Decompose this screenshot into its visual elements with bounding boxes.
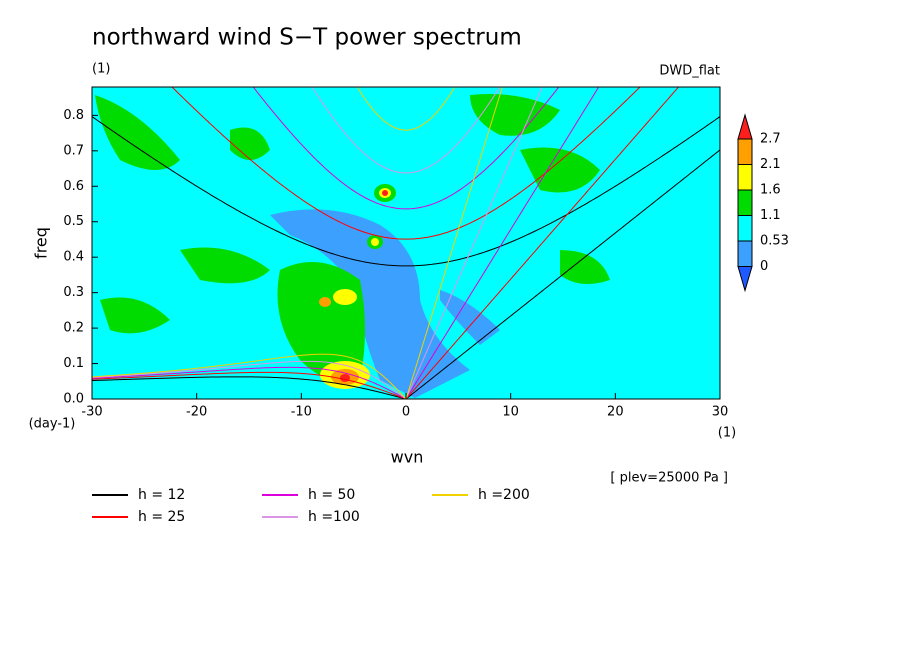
annotation: [ plev=25000 Pa ] (610, 471, 728, 486)
x-tick-label: -20 (186, 405, 207, 420)
legend-label: h = 12 (138, 487, 185, 503)
colorbar-segment (737, 189, 753, 216)
y-tick-label: 0.1 (63, 356, 84, 371)
kelvin-curve (405, 87, 680, 399)
legend-label: h = 25 (138, 509, 185, 525)
colorbar-label: 1.6 (760, 183, 781, 198)
dispersion-curves (92, 87, 720, 399)
contour-patch (230, 127, 270, 160)
legend-label: h = 50 (308, 487, 355, 503)
colorbar-label: 1.1 (760, 208, 781, 223)
y-tick-label: 0.0 (63, 392, 84, 407)
legend-label: h =200 (478, 487, 530, 503)
gravity-curve (92, 116, 720, 267)
colorbar-label: 2.1 (760, 157, 781, 172)
contour-patch (180, 247, 270, 284)
colorbar-segment (737, 138, 753, 165)
contour-patch (560, 250, 610, 284)
y-tick-label: 0.2 (63, 321, 84, 336)
contour-patch (340, 374, 350, 382)
x-tick-label: 30 (712, 405, 729, 420)
x-axis-label: wvn (391, 448, 424, 467)
colorbar-triangle (737, 113, 753, 140)
gravity-curve (252, 87, 560, 210)
chart-title: northward wind S−T power spectrum (92, 25, 522, 51)
y-tick-label: 0.5 (63, 214, 84, 229)
colorbar-segment (737, 164, 753, 191)
y-tick-label: 0.8 (63, 108, 84, 123)
contour-patch (319, 297, 331, 307)
x-unit: (1) (718, 426, 736, 441)
colorbar-segment (737, 240, 753, 267)
gravity-curve (311, 87, 501, 174)
contour-patch (440, 290, 500, 345)
subtitle: (1) (92, 62, 110, 77)
x-tick-label: 10 (502, 405, 519, 420)
contour-field (92, 87, 720, 399)
contour-patch (95, 95, 180, 170)
x-tick-label: 20 (607, 405, 624, 420)
colorbar-label: 2.7 (760, 132, 781, 147)
kelvin-curve (405, 87, 543, 399)
colorbar-label: 0 (760, 259, 768, 274)
rossby-curve (92, 360, 407, 399)
gravity-curve (171, 87, 641, 240)
colorbar-segment (737, 215, 753, 242)
colorbar-triangle (737, 266, 753, 293)
x-tick-label: -10 (291, 405, 312, 420)
contour-patch (371, 238, 379, 246)
y-axis-label: freq (32, 227, 51, 259)
y-tick-label: 0.3 (63, 285, 84, 300)
contour-patch (333, 289, 357, 305)
y-tick-label: 0.4 (63, 250, 84, 265)
legend-label: h =100 (308, 509, 360, 525)
rossby-curve (92, 353, 407, 399)
rossby-curve (92, 366, 407, 399)
contour-patch (382, 190, 388, 196)
contour-patch (100, 297, 170, 334)
kelvin-curve (405, 87, 600, 399)
kelvin-curve (405, 149, 720, 399)
kelvin-curve (405, 87, 503, 399)
source-label: DWD_flat (659, 64, 720, 79)
gravity-curve (356, 87, 456, 131)
x-tick-label: -30 (81, 405, 102, 420)
colorbar-label: 0.53 (760, 234, 789, 249)
contour-patch (270, 209, 470, 398)
y-tick-label: 0.6 (63, 179, 84, 194)
y-tick-label: 0.7 (63, 143, 84, 158)
contour-patch (470, 94, 560, 136)
rossby-curve (92, 371, 407, 399)
rossby-curve (92, 376, 407, 399)
y-unit: (day-1) (29, 417, 76, 432)
x-tick-label: 0 (402, 405, 410, 420)
